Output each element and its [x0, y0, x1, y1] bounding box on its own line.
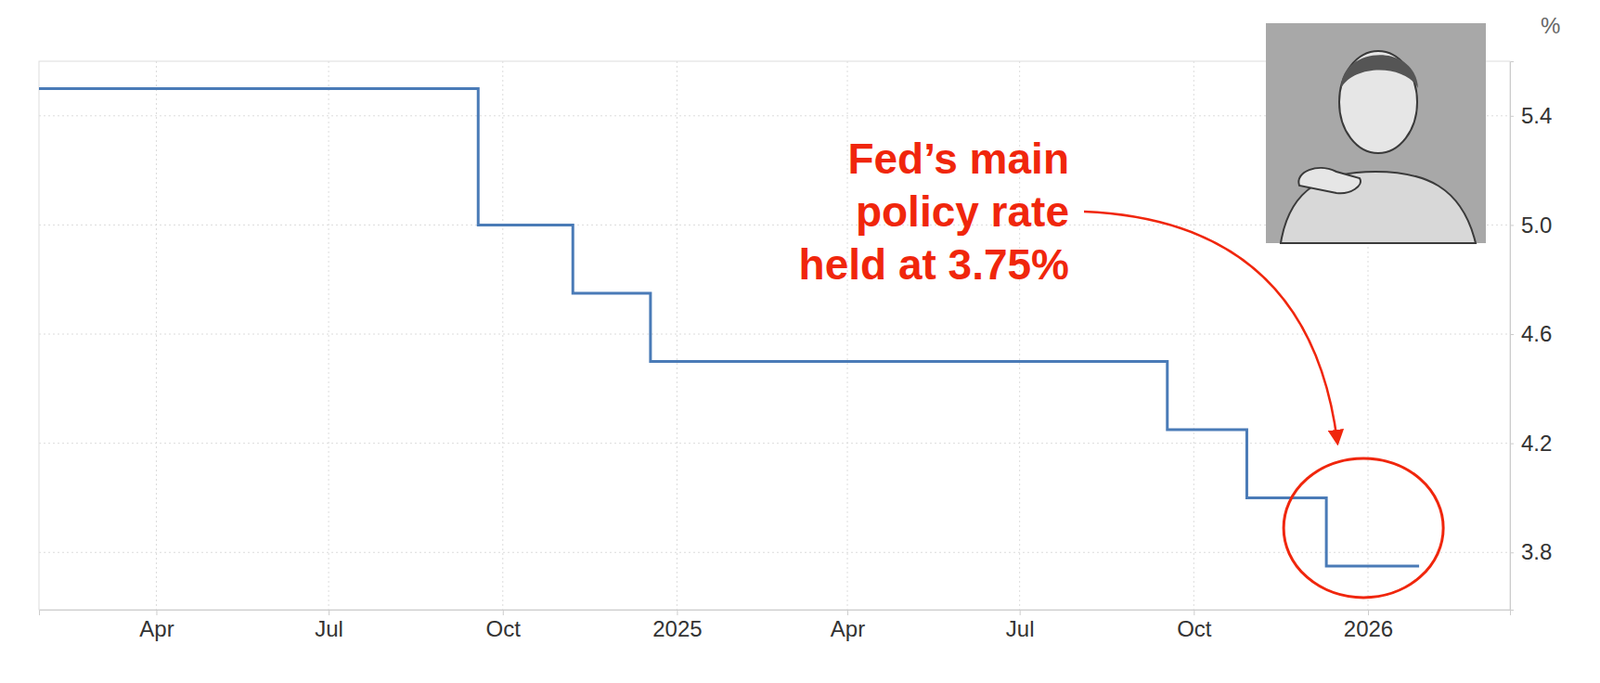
x-tick-label: Jul	[1006, 616, 1035, 642]
x-tick-label: Jul	[314, 616, 344, 642]
y-tick-mark	[1509, 334, 1514, 336]
chart: Apr Jul Oct 2025 Apr Jul Oct 2026 3.8 4.2 4.6 5.0 5.…	[0, 0, 1600, 683]
x-tick: Apr	[139, 609, 174, 642]
x-tick: Apr	[830, 609, 865, 642]
x-tick: Jul	[314, 609, 344, 642]
grid-line-x	[328, 61, 330, 610]
y-axis-title: %	[1540, 12, 1561, 39]
x-axis: Apr Jul Oct 2025 Apr Jul Oct 2026	[39, 609, 1511, 642]
y-tick-mark	[1509, 224, 1514, 226]
x-tick-label: Apr	[139, 616, 174, 642]
portrait	[1265, 23, 1486, 244]
highlight-ellipse	[1283, 458, 1444, 598]
grid-line-x	[1193, 61, 1195, 610]
portrait-bg	[1265, 23, 1486, 244]
portrait-head	[1339, 51, 1418, 154]
annotation-line: held at 3.75%	[799, 240, 1070, 289]
x-tick-mark	[503, 609, 504, 616]
x-axis-line	[39, 610, 1511, 617]
x-tick: 2025	[652, 609, 702, 642]
x-tick-mark	[1367, 609, 1369, 616]
x-tick-mark	[155, 609, 157, 616]
y-tick-mark	[1509, 116, 1514, 117]
y-axis: 3.8 4.2 4.6 5.0 5.4	[1509, 62, 1552, 611]
x-tick-label: 2026	[1343, 616, 1394, 642]
y-tick: 4.2	[1509, 430, 1552, 456]
portrait-hand	[1298, 167, 1361, 194]
x-tick: Oct	[1176, 609, 1213, 642]
y-tick-label: 5.0	[1521, 212, 1552, 238]
grid-line-y	[38, 334, 1510, 336]
y-axis-line	[1510, 62, 1515, 611]
x-tick-mark	[328, 609, 330, 616]
y-tick-mark	[1509, 552, 1514, 554]
grid-line-y	[38, 442, 1510, 444]
annotation-line: policy rate	[855, 187, 1070, 236]
y-tick: 3.8	[1509, 539, 1552, 565]
annotation-arrow	[1083, 211, 1338, 443]
x-tick-mark	[676, 609, 678, 616]
portrait-hair	[1341, 54, 1419, 89]
x-tick: Oct	[486, 609, 522, 642]
y-tick-label: 5.4	[1521, 103, 1552, 129]
y-tick-label: 4.2	[1521, 430, 1552, 456]
x-tick-label: 2025	[652, 616, 702, 642]
marks	[38, 88, 1420, 567]
grid-line-x	[502, 61, 504, 610]
x-tick-mark	[1019, 609, 1021, 616]
x-tick-mark	[847, 609, 849, 616]
annotation: Fed’s mainpolicy rateheld at 3.75%	[799, 134, 1070, 289]
y-tick-mark	[1509, 443, 1514, 445]
x-tick: 2026	[1343, 609, 1394, 642]
grid-line-x	[155, 61, 157, 610]
y-tick: 5.4	[1509, 103, 1552, 129]
y-tick: 4.6	[1509, 321, 1552, 347]
y-tick: 5.0	[1509, 212, 1552, 238]
x-tick-label: Oct	[486, 616, 522, 642]
y-tick-label: 3.8	[1521, 539, 1552, 565]
x-tick-label: Oct	[1176, 616, 1213, 642]
x-tick: Jul	[1006, 609, 1035, 642]
annotation-line: Fed’s main	[847, 134, 1070, 183]
x-tick-label: Apr	[830, 616, 865, 642]
grid-line-x	[676, 61, 678, 610]
x-tick-mark	[1193, 609, 1195, 616]
y-tick-label: 4.6	[1521, 321, 1552, 347]
series-line	[38, 88, 1420, 567]
